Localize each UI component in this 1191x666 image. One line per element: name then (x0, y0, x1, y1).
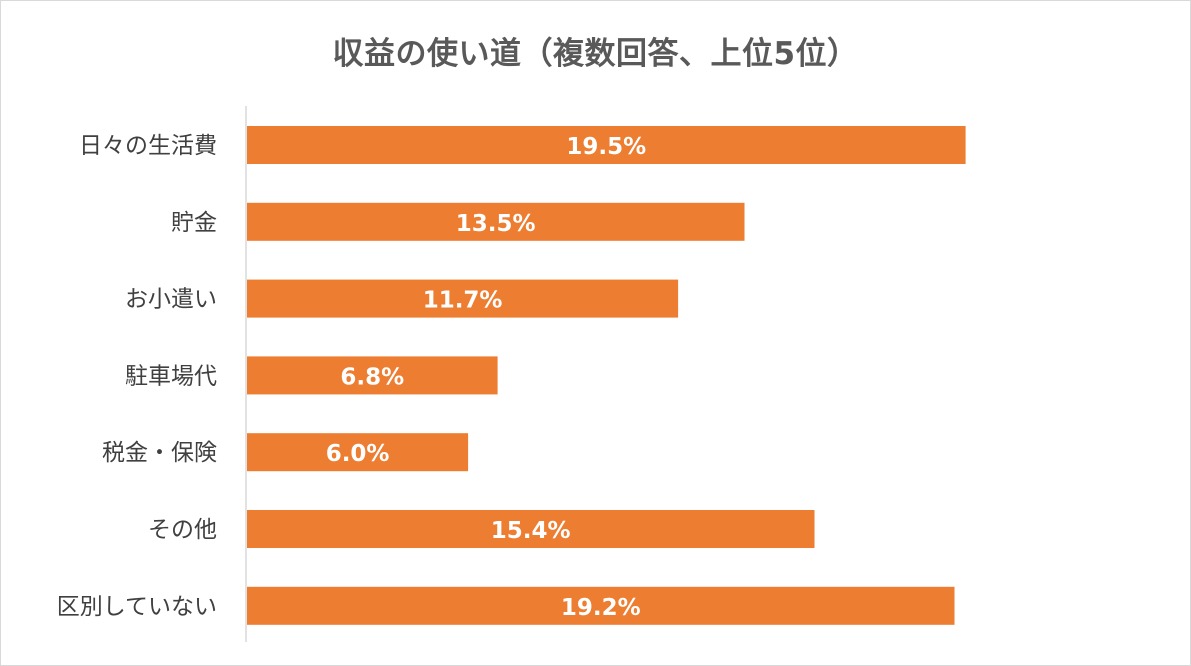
data-label-6: 19.2% (561, 595, 641, 621)
category-label-3: 駐車場代 (125, 363, 217, 389)
bars-layer: 日々の生活費 19.5% 貯金 13.5% お小遣い 11.7% 駐車場代 6.8% 税金・保険… (57, 126, 966, 625)
bar-6 (247, 586, 955, 625)
bar-5 (247, 510, 815, 548)
data-label-2: 11.7% (423, 288, 503, 314)
data-label-0: 19.5% (566, 134, 646, 160)
bar-0 (247, 126, 966, 164)
bar-3 (247, 356, 498, 395)
category-label-6: 区別していない (57, 594, 217, 620)
category-label-1: 貯金 (171, 210, 217, 236)
chart-title: 収益の使い道（複数回答、上位5位） (332, 36, 859, 72)
data-label-3: 6.8% (340, 364, 404, 390)
bar-1 (247, 202, 745, 241)
category-label-5: その他 (148, 517, 217, 543)
bar-2 (247, 279, 679, 318)
data-label-5: 15.4% (491, 518, 571, 544)
bar-4 (247, 433, 469, 472)
data-label-4: 6.0% (326, 441, 390, 467)
data-label-1: 13.5% (456, 211, 536, 237)
category-label-4: 税金・保険 (102, 440, 217, 466)
category-label-0: 日々の生活費 (79, 133, 217, 159)
category-label-2: お小遣い (125, 287, 217, 313)
